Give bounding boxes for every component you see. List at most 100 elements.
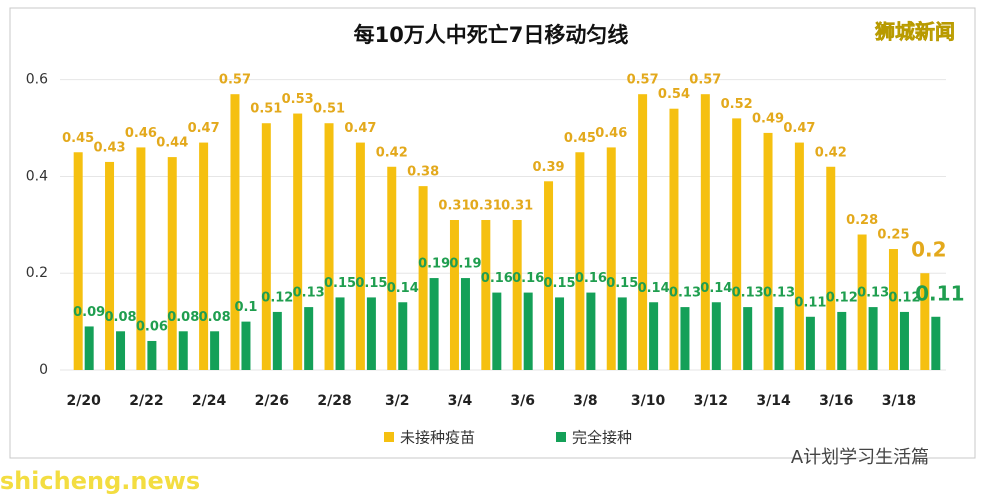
bar	[210, 331, 220, 370]
bar	[167, 157, 177, 370]
bar	[304, 307, 314, 370]
bar	[398, 302, 408, 370]
site-watermark: shicheng.news	[0, 467, 200, 495]
bar	[606, 147, 616, 370]
bar	[617, 297, 627, 370]
value-label: 0.46	[125, 126, 157, 141]
value-label: 0.13	[763, 286, 795, 301]
value-label: 0.13	[669, 286, 701, 301]
bar	[429, 278, 439, 370]
x-tick-label: 3/16	[819, 393, 853, 409]
bar	[335, 297, 345, 370]
value-label: 0.08	[104, 310, 136, 325]
bar	[774, 307, 784, 370]
bar	[136, 147, 146, 370]
value-label: 0.11	[915, 281, 964, 305]
bar	[649, 302, 659, 370]
bar	[826, 166, 836, 370]
value-label: 0.13	[857, 286, 889, 301]
value-label: 0.1	[234, 300, 257, 315]
value-label: 0.47	[783, 121, 815, 136]
bar	[199, 142, 209, 370]
bar	[84, 326, 94, 370]
chart-title: 每10万人中死亡7日移动匀线	[354, 23, 629, 47]
bar	[178, 331, 188, 370]
x-tick-label: 2/20	[67, 393, 102, 409]
bar	[837, 311, 847, 370]
x-tick-label: 2/22	[129, 393, 163, 409]
value-label: 0.13	[732, 286, 764, 301]
x-tick-label: 2/26	[255, 393, 289, 409]
value-label: 0.15	[606, 276, 638, 291]
bar	[418, 186, 428, 370]
value-label: 0.12	[826, 290, 858, 305]
value-label: 0.08	[167, 310, 199, 325]
value-label: 0.31	[501, 199, 533, 214]
x-tick-label: 3/4	[448, 393, 473, 409]
bar	[261, 123, 271, 371]
bar	[293, 113, 303, 370]
bar	[680, 307, 690, 370]
value-label: 0.12	[261, 290, 293, 305]
value-label: 0.43	[93, 140, 125, 155]
bar	[920, 273, 930, 370]
bar	[481, 220, 491, 370]
value-label: 0.15	[543, 276, 575, 291]
bar	[805, 316, 815, 370]
legend-label: 未接种疫苗	[400, 429, 475, 447]
value-label: 0.19	[418, 257, 450, 272]
bar	[794, 142, 804, 370]
bar	[116, 331, 126, 370]
value-label: 0.53	[282, 92, 314, 107]
value-label: 0.16	[575, 271, 607, 286]
value-label: 0.31	[470, 199, 502, 214]
y-tick-label: 0.6	[26, 72, 48, 88]
x-tick-label: 3/8	[573, 393, 598, 409]
x-tick-label: 3/10	[631, 393, 666, 409]
bar	[523, 292, 533, 370]
bar	[73, 152, 83, 370]
bar	[355, 142, 365, 370]
bar	[931, 316, 941, 370]
value-label: 0.25	[877, 228, 909, 243]
bar	[868, 307, 878, 370]
bar	[272, 311, 282, 370]
bar	[460, 278, 470, 370]
value-label: 0.06	[136, 319, 168, 334]
value-label: 0.42	[376, 145, 408, 160]
value-label: 0.46	[595, 126, 627, 141]
value-label: 0.45	[62, 131, 94, 146]
bar	[241, 321, 251, 370]
bar	[575, 152, 585, 370]
value-label: 0.16	[512, 271, 544, 286]
bar	[711, 302, 721, 370]
value-label: 0.15	[355, 276, 387, 291]
bar	[105, 161, 115, 370]
value-label: 0.51	[250, 102, 282, 117]
value-label: 0.44	[156, 136, 188, 151]
value-label: 0.14	[638, 281, 670, 296]
value-label: 0.42	[815, 145, 847, 160]
bar	[732, 118, 742, 370]
bar	[555, 297, 565, 370]
value-label: 0.51	[313, 102, 345, 117]
value-label: 0.14	[700, 281, 732, 296]
value-label: 0.57	[689, 73, 721, 88]
value-label: 0.49	[752, 111, 784, 126]
legend-label: 完全接种	[572, 429, 632, 447]
legend-swatch	[384, 432, 394, 442]
bar	[700, 94, 710, 371]
bar	[888, 249, 898, 370]
legend-swatch	[556, 432, 566, 442]
x-tick-label: 3/6	[510, 393, 535, 409]
bar	[387, 166, 397, 370]
bar	[544, 181, 554, 370]
value-label: 0.28	[846, 213, 878, 228]
value-label: 0.52	[721, 97, 753, 112]
bar	[586, 292, 596, 370]
bar	[857, 234, 867, 370]
bar	[638, 94, 648, 371]
value-label: 0.38	[407, 165, 439, 180]
x-tick-label: 3/18	[882, 393, 916, 409]
